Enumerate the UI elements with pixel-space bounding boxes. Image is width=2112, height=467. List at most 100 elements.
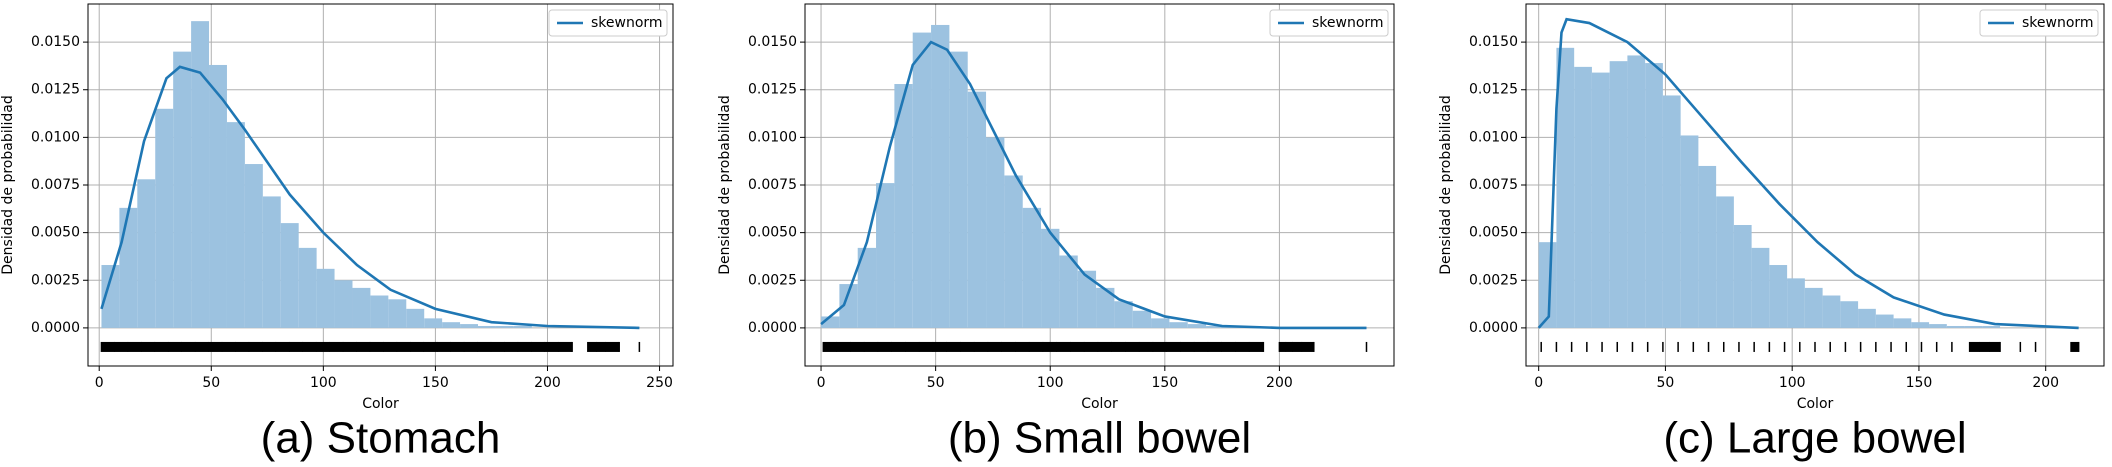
histogram-bar [1804, 287, 1823, 328]
rug-mark [1028, 341, 1044, 352]
histogram-bar [1151, 318, 1170, 328]
histogram-bar [1698, 165, 1717, 328]
rug-mark [932, 341, 947, 352]
x-tick-label: 200 [2032, 375, 2059, 391]
histogram-bar [839, 284, 858, 328]
x-tick-label: 150 [1151, 375, 1178, 391]
rug-mark [369, 341, 384, 352]
histogram-bar [1822, 295, 1841, 328]
rug-mark [275, 341, 290, 352]
histogram-bar [1893, 318, 1912, 328]
y-tick-label: 0.0150 [1469, 34, 1518, 50]
rug-mark [1890, 341, 1892, 352]
rug-mark [490, 341, 505, 352]
plot-frame [87, 3, 674, 367]
density-line [1537, 17, 2079, 330]
legend-label: skewnorm [591, 15, 663, 31]
rug-mark [2077, 341, 2080, 352]
legend-label: skewnorm [1312, 15, 1384, 31]
rug-mark [605, 341, 620, 352]
y-tick-label: 0.0125 [748, 82, 797, 98]
x-axis-label: Color [1081, 396, 1118, 412]
x-tick-label: 0 [817, 375, 826, 391]
y-tick-label: 0.0000 [1469, 320, 1518, 336]
rug-mark [1570, 341, 1573, 352]
histogram-bar [226, 122, 245, 328]
rug-mark [1586, 341, 1588, 352]
rug-mark [1015, 341, 1030, 352]
x-tick-label: 200 [534, 375, 561, 391]
y-tick-label: 0.0150 [748, 34, 797, 50]
histogram-bar [442, 322, 461, 328]
histogram-bar [1591, 72, 1610, 328]
rug-mark [1631, 341, 1634, 352]
y-tick-label: 0.0050 [31, 225, 80, 241]
chart: 0 50 100 150 200 250 0.0000 0.0025 0.0050 0.0075 0… [0, 3, 674, 463]
rug-mark [1180, 341, 1195, 352]
rug-mark [2034, 341, 2037, 352]
rug-mark [1875, 341, 1877, 352]
rug-mark [356, 341, 371, 352]
rug-mark [571, 341, 573, 352]
rug-mark [1616, 341, 1619, 352]
y-tick-label: 0.0050 [1469, 225, 1518, 241]
histogram-bar [1041, 228, 1060, 328]
rug-mark [141, 341, 156, 352]
x-axis-label: Color [362, 396, 399, 412]
y-tick-label: 0.0025 [31, 272, 80, 288]
rug-mark [822, 341, 837, 352]
legend: skewnorm [1979, 9, 2099, 37]
x-tick-label: 100 [1779, 375, 1806, 391]
histogram-bar [1574, 66, 1592, 328]
rug-mark [1285, 341, 1294, 352]
histogram-bar [1911, 322, 1930, 328]
y-tick-label: 0.0000 [748, 320, 797, 336]
legend-label: skewnorm [2022, 15, 2094, 31]
rug-mark [1951, 341, 1953, 352]
rug-mark [1152, 341, 1167, 352]
rug-mark [1662, 341, 1664, 352]
rug-mark [504, 341, 519, 352]
rug-mark [618, 341, 620, 352]
histogram-bar [316, 268, 335, 328]
histogram-bar [1077, 270, 1097, 328]
histogram-bar [1716, 196, 1734, 328]
y-tick-label: 0.0125 [31, 82, 80, 98]
rug-mark [1125, 341, 1140, 352]
chart: 0 50 100 150 200 0.0000 0.0025 0.0050 0.0075 0.01… [1438, 3, 2105, 463]
y-tick-label: 0.0075 [748, 177, 797, 193]
x-tick-label: 100 [1037, 375, 1064, 391]
histogram-bar [280, 223, 299, 328]
caption: (b) Small bowel [948, 414, 1251, 463]
rug-mark [1989, 341, 2000, 352]
histogram-bar [1556, 47, 1575, 328]
rug-mark [1138, 341, 1154, 352]
histogram-bar [1609, 61, 1628, 328]
rug-mark [1814, 341, 1816, 352]
rug-mark [167, 341, 182, 352]
rug-mark [235, 341, 250, 352]
rug-mark [1783, 341, 1786, 352]
histogram-bar [1114, 301, 1133, 328]
x-tick-label: 0 [1534, 375, 1543, 391]
rug-mark [2070, 341, 2079, 352]
histogram-bar [1875, 314, 1894, 328]
rug-mark [1753, 341, 1755, 352]
rug-mark [1692, 341, 1695, 352]
histogram-bar [857, 247, 877, 328]
rug-mark [517, 341, 532, 352]
rug-mark [1262, 341, 1265, 352]
rug-mark [1935, 341, 1938, 352]
rug-mark [1301, 341, 1314, 352]
chart: 0 50 100 150 200 0.0000 0.0025 0.0050 0.0075 0.01… [717, 3, 1395, 463]
histogram-bar [1627, 55, 1646, 328]
x-tick-label: 0 [95, 375, 104, 391]
histogram-bar [424, 318, 443, 328]
histogram-bar [406, 308, 425, 328]
rug-mark [1540, 341, 1542, 352]
histogram-bar [1538, 242, 1557, 328]
rug-mark [396, 341, 411, 352]
histogram-bar [101, 265, 120, 328]
histogram-bar [388, 299, 407, 328]
rug-mark [288, 341, 304, 352]
